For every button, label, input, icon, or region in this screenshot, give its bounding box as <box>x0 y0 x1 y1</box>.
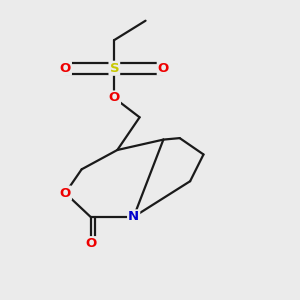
Text: N: N <box>128 210 139 224</box>
Text: S: S <box>110 62 119 75</box>
Text: O: O <box>60 187 71 200</box>
Text: O: O <box>158 62 169 75</box>
Text: O: O <box>109 92 120 104</box>
Text: O: O <box>60 62 71 75</box>
Text: O: O <box>85 237 96 250</box>
